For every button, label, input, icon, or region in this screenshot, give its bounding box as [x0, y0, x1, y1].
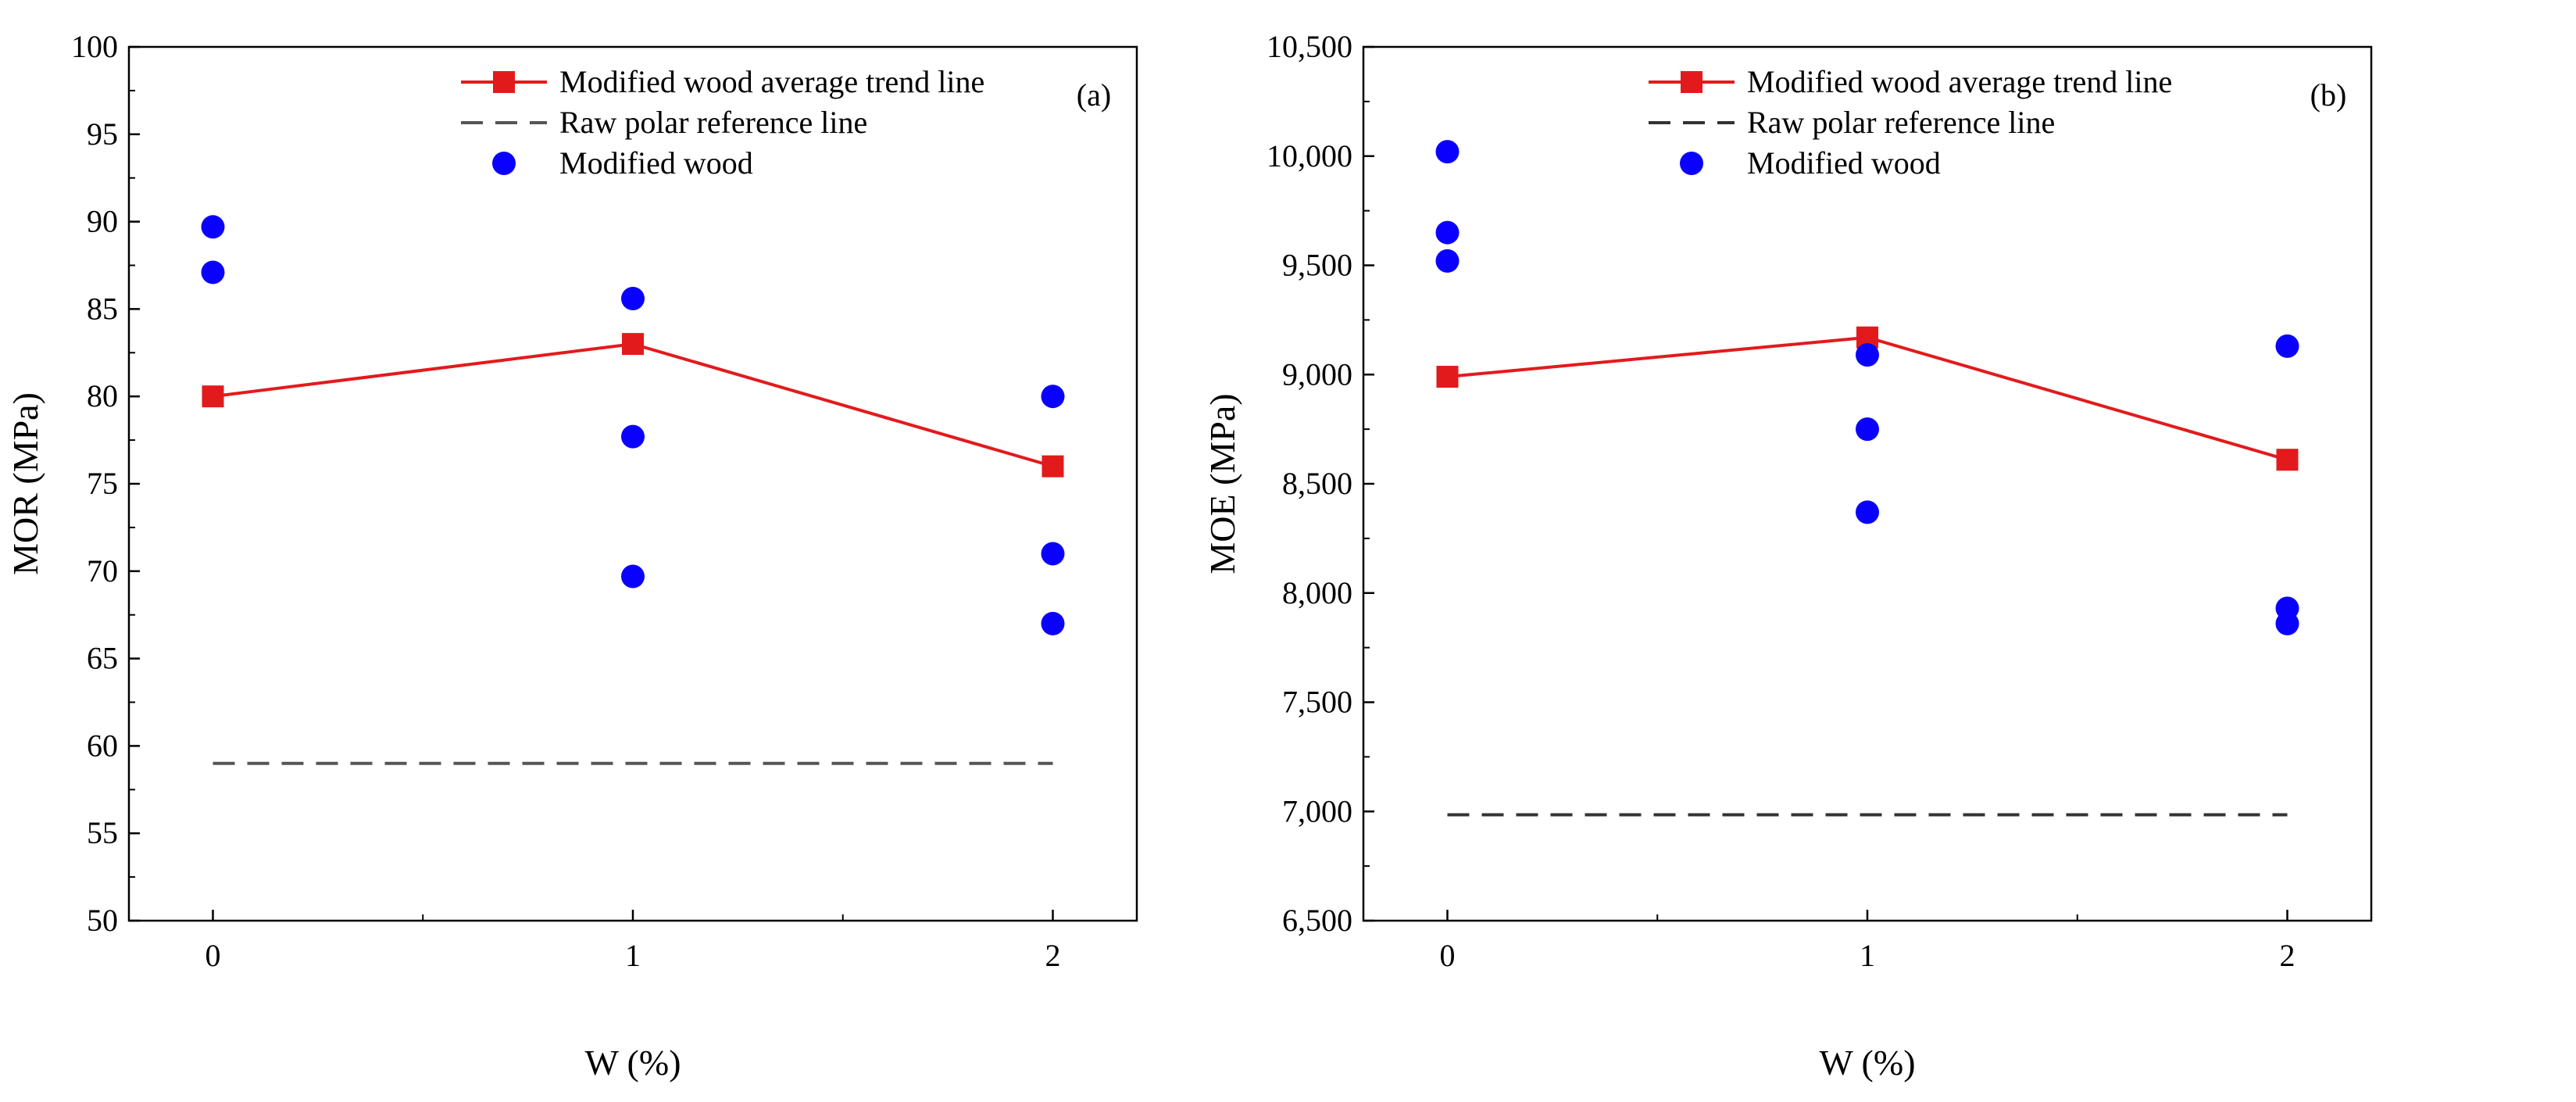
legend-scatter-label: Modified wood [1747, 145, 1941, 181]
y-axis-title: MOR (MPa) [5, 392, 45, 575]
legend-reference-label: Raw polar reference line [1747, 105, 2055, 140]
y-tick-label: 6,500 [1282, 903, 1352, 938]
y-tick-label: 85 [87, 291, 118, 326]
scatter-point [1435, 220, 1459, 245]
scatter-point [1435, 140, 1459, 164]
chart-panel-b: 6,500 7,000 7,500 8,000 8,500 9,000 9,500 10,00… [1202, 29, 2373, 1082]
scatter-point [1856, 343, 1879, 367]
x-tick-label: 1 [1860, 938, 1875, 973]
trend-marker [1041, 455, 1064, 478]
y-tick-label: 95 [87, 116, 118, 152]
scatter-point [1041, 385, 1065, 409]
trend-marker [1436, 366, 1459, 388]
scatter-point [1856, 417, 1879, 442]
legend-trend-label: Modified wood average trend line [1747, 64, 2172, 99]
x-tick-label: 0 [205, 938, 221, 973]
scatter-point [621, 564, 645, 589]
y-tick-label: 60 [87, 728, 118, 763]
x-tick-label: 2 [2280, 938, 2296, 973]
y-axis-title: MOE (MPa) [1202, 393, 1242, 574]
y-tick-label: 9,000 [1282, 356, 1352, 392]
trend-marker [2276, 449, 2299, 471]
legend-trend-label: Modified wood average trend line [559, 64, 984, 99]
y-tick-label: 100 [71, 29, 118, 64]
y-tick-label: 9,500 [1282, 248, 1352, 283]
y-tick-label: 8,500 [1282, 466, 1352, 501]
y-tick-label: 55 [87, 815, 118, 850]
y-tick-label: 10,000 [1267, 138, 1352, 174]
y-tick-label: 8,000 [1282, 575, 1352, 610]
legend-scatter-marker [1680, 152, 1703, 175]
legend-trend-marker [1681, 71, 1702, 93]
y-tick-label: 70 [87, 553, 118, 589]
scatter-point [201, 260, 225, 284]
scatter-point [2275, 334, 2299, 358]
scatter-point [1435, 249, 1459, 273]
y-tick-label: 75 [87, 466, 118, 501]
trend-marker [202, 385, 224, 408]
scatter-point [2275, 611, 2299, 635]
scatter-point [621, 286, 645, 310]
x-axis-title: W (%) [1819, 1043, 1915, 1082]
scatter-point [1856, 500, 1879, 524]
scatter-point [201, 215, 225, 239]
x-tick-label: 0 [1440, 938, 1456, 973]
legend-scatter-label: Modified wood [559, 145, 753, 181]
y-tick-label: 7,000 [1282, 793, 1352, 828]
y-tick-label: 80 [87, 378, 118, 413]
scatter-point [1041, 542, 1065, 566]
y-tick-label: 50 [87, 903, 118, 938]
legend-scatter-marker [492, 152, 516, 175]
x-axis-title: W (%) [584, 1043, 681, 1082]
y-tick-label: 65 [87, 641, 118, 676]
y-tick-label: 7,500 [1282, 685, 1352, 720]
legend-trend-marker [493, 71, 515, 93]
panel-label: (b) [2310, 77, 2347, 113]
trend-marker [622, 333, 644, 356]
chart-panel-a: 50 55 60 65 70 75 80 85 90 95 100 0 1 2 W (%) MOR (MPa)… [5, 29, 1138, 1082]
scatter-point [1041, 611, 1065, 635]
y-tick-label: 90 [87, 204, 118, 239]
x-tick-label: 2 [1045, 938, 1061, 973]
panel-label: (a) [1077, 77, 1111, 113]
scatter-point [621, 424, 645, 449]
y-tick-label: 10,500 [1267, 29, 1352, 64]
legend-reference-label: Raw polar reference line [559, 105, 867, 140]
x-tick-label: 1 [625, 938, 641, 973]
